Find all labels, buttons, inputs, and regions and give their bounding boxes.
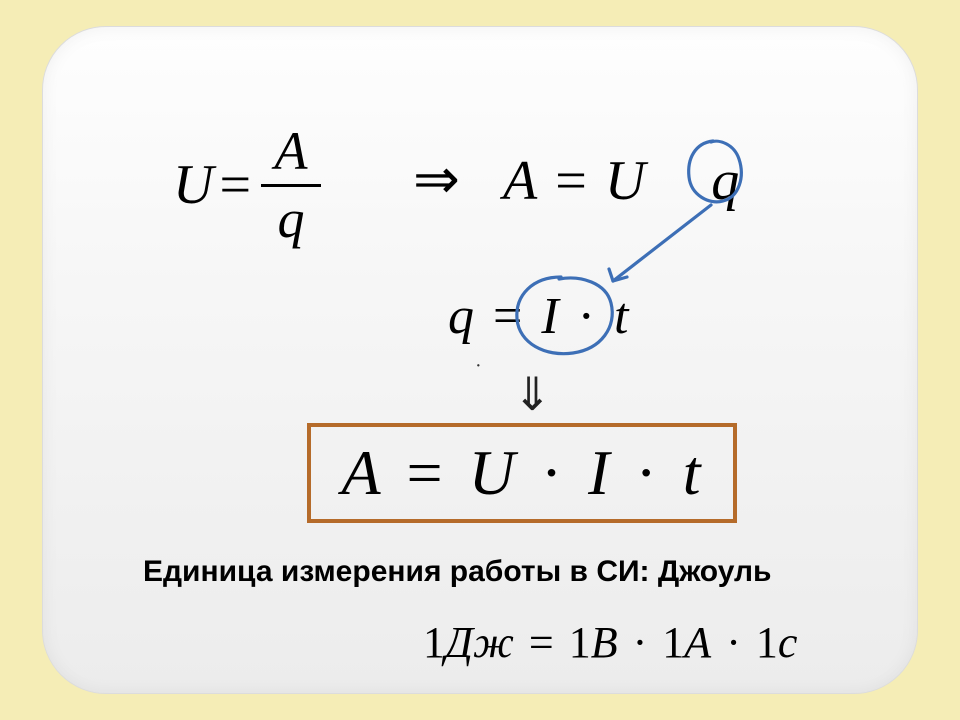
equals-sign: = bbox=[407, 437, 445, 508]
var-I: I bbox=[541, 288, 558, 345]
var-t: t bbox=[683, 437, 703, 508]
decorative-dot: · bbox=[475, 355, 482, 378]
digit-1: 1 bbox=[662, 618, 684, 667]
equals-sign: = bbox=[493, 288, 522, 345]
unit-equation: 1Дж = 1B · 1A · 1с bbox=[423, 617, 797, 668]
implies-arrow: ⇒ bbox=[413, 147, 460, 212]
dot-operator: · bbox=[635, 437, 658, 508]
var-U: U bbox=[605, 150, 647, 212]
unit-joule: Дж bbox=[445, 618, 514, 667]
caption-text: Единица измерения работы в СИ: Джоуль bbox=[143, 555, 772, 589]
unit-volt: B bbox=[591, 618, 618, 667]
equation-u-eq-a-over-q: U = A q bbox=[173, 123, 321, 247]
result-formula-box: A = U · I · t bbox=[307, 423, 737, 523]
var-A: A bbox=[341, 437, 382, 508]
dot-operator: · bbox=[633, 618, 648, 667]
equals-sign: = bbox=[219, 153, 251, 217]
denominator-q: q bbox=[278, 191, 305, 248]
equation-a-eq-u-q: A = U q bbox=[503, 149, 741, 213]
var-U: U bbox=[469, 437, 517, 508]
equation-q-eq-i-t: q = I · t bbox=[448, 287, 628, 346]
fraction-a-over-q: A q bbox=[261, 123, 321, 247]
var-A: A bbox=[503, 150, 539, 212]
equals-sign: = bbox=[529, 618, 554, 667]
annotation-connector-line bbox=[607, 203, 727, 289]
digit-1: 1 bbox=[423, 618, 445, 667]
dot-operator: · bbox=[726, 618, 741, 667]
result-formula: A = U · I · t bbox=[341, 436, 702, 510]
dot-operator: · bbox=[541, 437, 564, 508]
slide: U = A q ⇒ A = U q bbox=[0, 0, 960, 720]
digit-1: 1 bbox=[756, 618, 778, 667]
down-arrow: ⇓ bbox=[513, 367, 552, 421]
unit-ampere: A bbox=[684, 618, 711, 667]
var-I: I bbox=[588, 437, 611, 508]
dot-operator: · bbox=[578, 288, 595, 345]
equals-sign: = bbox=[555, 150, 589, 212]
var-t: t bbox=[614, 288, 628, 345]
digit-1: 1 bbox=[569, 618, 591, 667]
fraction-bar bbox=[261, 184, 321, 187]
var-q: q bbox=[711, 150, 741, 212]
var-q: q bbox=[448, 288, 474, 345]
numerator-A: A bbox=[275, 123, 308, 180]
unit-second: с bbox=[778, 618, 798, 667]
content-panel: U = A q ⇒ A = U q bbox=[42, 26, 918, 694]
var-U: U bbox=[173, 153, 213, 217]
